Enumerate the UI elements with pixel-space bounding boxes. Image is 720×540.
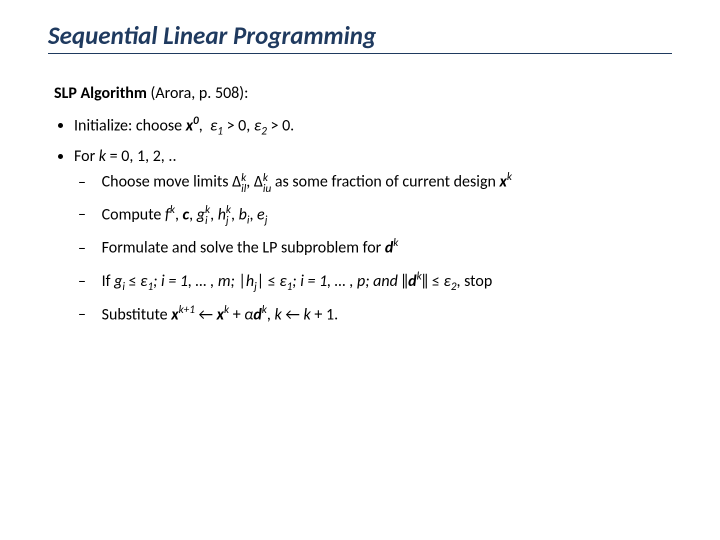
slide-body: SLP Algorithm (Arora, p. 508): Initializ… [48,82,672,328]
step-initialize: Initialize: choose x0, ε1 > 0, ε2 > 0. [74,113,672,141]
slide-title: Sequential Linear Programming [48,20,672,54]
substep-choose-limits: Choose move limits Δkil, Δkiu as some fr… [98,169,672,195]
for-substeps: Choose move limits Δkil, Δkiu as some fr… [74,169,672,328]
algorithm-steps: Initialize: choose x0, ε1 > 0, ε2 > 0. F… [54,113,672,328]
substep-formulate: Formulate and solve the LP subproblem fo… [98,235,672,261]
alg-ref: (Arora, p. 508): [147,84,249,103]
substep-compute: Compute fk, c, gki, hkj, bi, ej [98,202,672,230]
alg-label: SLP Algorithm [54,84,147,103]
algorithm-heading: SLP Algorithm (Arora, p. 508): [54,82,672,107]
substep-substitute: Substitute xk+1 ← xk + αdk, k ← k + 1. [98,302,672,328]
step-for-loop: For k = 0, 1, 2, .. Choose move limits Δ… [74,145,672,329]
substep-if: If gi ≤ ε1; i = 1, … , m; |hj| ≤ ε1; i =… [98,268,672,297]
